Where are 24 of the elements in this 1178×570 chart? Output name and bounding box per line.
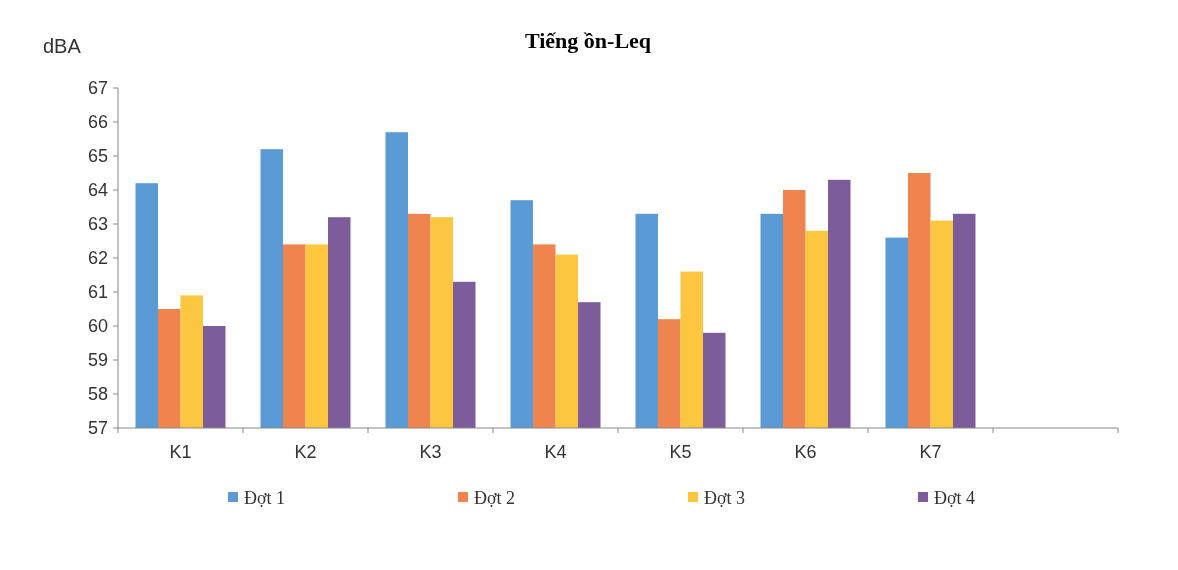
- y-tick-label: 67: [87, 78, 108, 99]
- y-tick-label: 60: [87, 316, 108, 337]
- y-tick-label: 61: [87, 282, 108, 303]
- chart-title: Tiếng ồn-Leq: [524, 28, 652, 53]
- legend-label: Đợt 3: [704, 488, 746, 509]
- x-tick-label: K1: [169, 442, 192, 462]
- y-tick-label: 64: [87, 180, 108, 201]
- y-tick-label: 57: [87, 418, 108, 439]
- x-tick-label: K4: [544, 442, 567, 462]
- y-tick-label: 59: [87, 350, 108, 371]
- legend-label: Đợt 1: [244, 488, 286, 509]
- x-tick-label: K2: [294, 442, 317, 462]
- y-tick-label: 66: [87, 112, 108, 133]
- y-tick-label: 62: [87, 248, 108, 269]
- y-axis-title: dBA: [43, 35, 82, 57]
- x-tick-label: K6: [794, 442, 817, 462]
- legend-label: Đợt 2: [474, 488, 516, 509]
- legend-label: Đợt 4: [934, 488, 976, 509]
- x-tick-label: K7: [919, 442, 942, 462]
- x-tick-label: K5: [669, 442, 692, 462]
- y-tick-label: 65: [87, 146, 108, 167]
- x-tick-label: K3: [419, 442, 442, 462]
- y-tick-label: 63: [87, 214, 108, 235]
- y-tick-label: 58: [87, 384, 108, 405]
